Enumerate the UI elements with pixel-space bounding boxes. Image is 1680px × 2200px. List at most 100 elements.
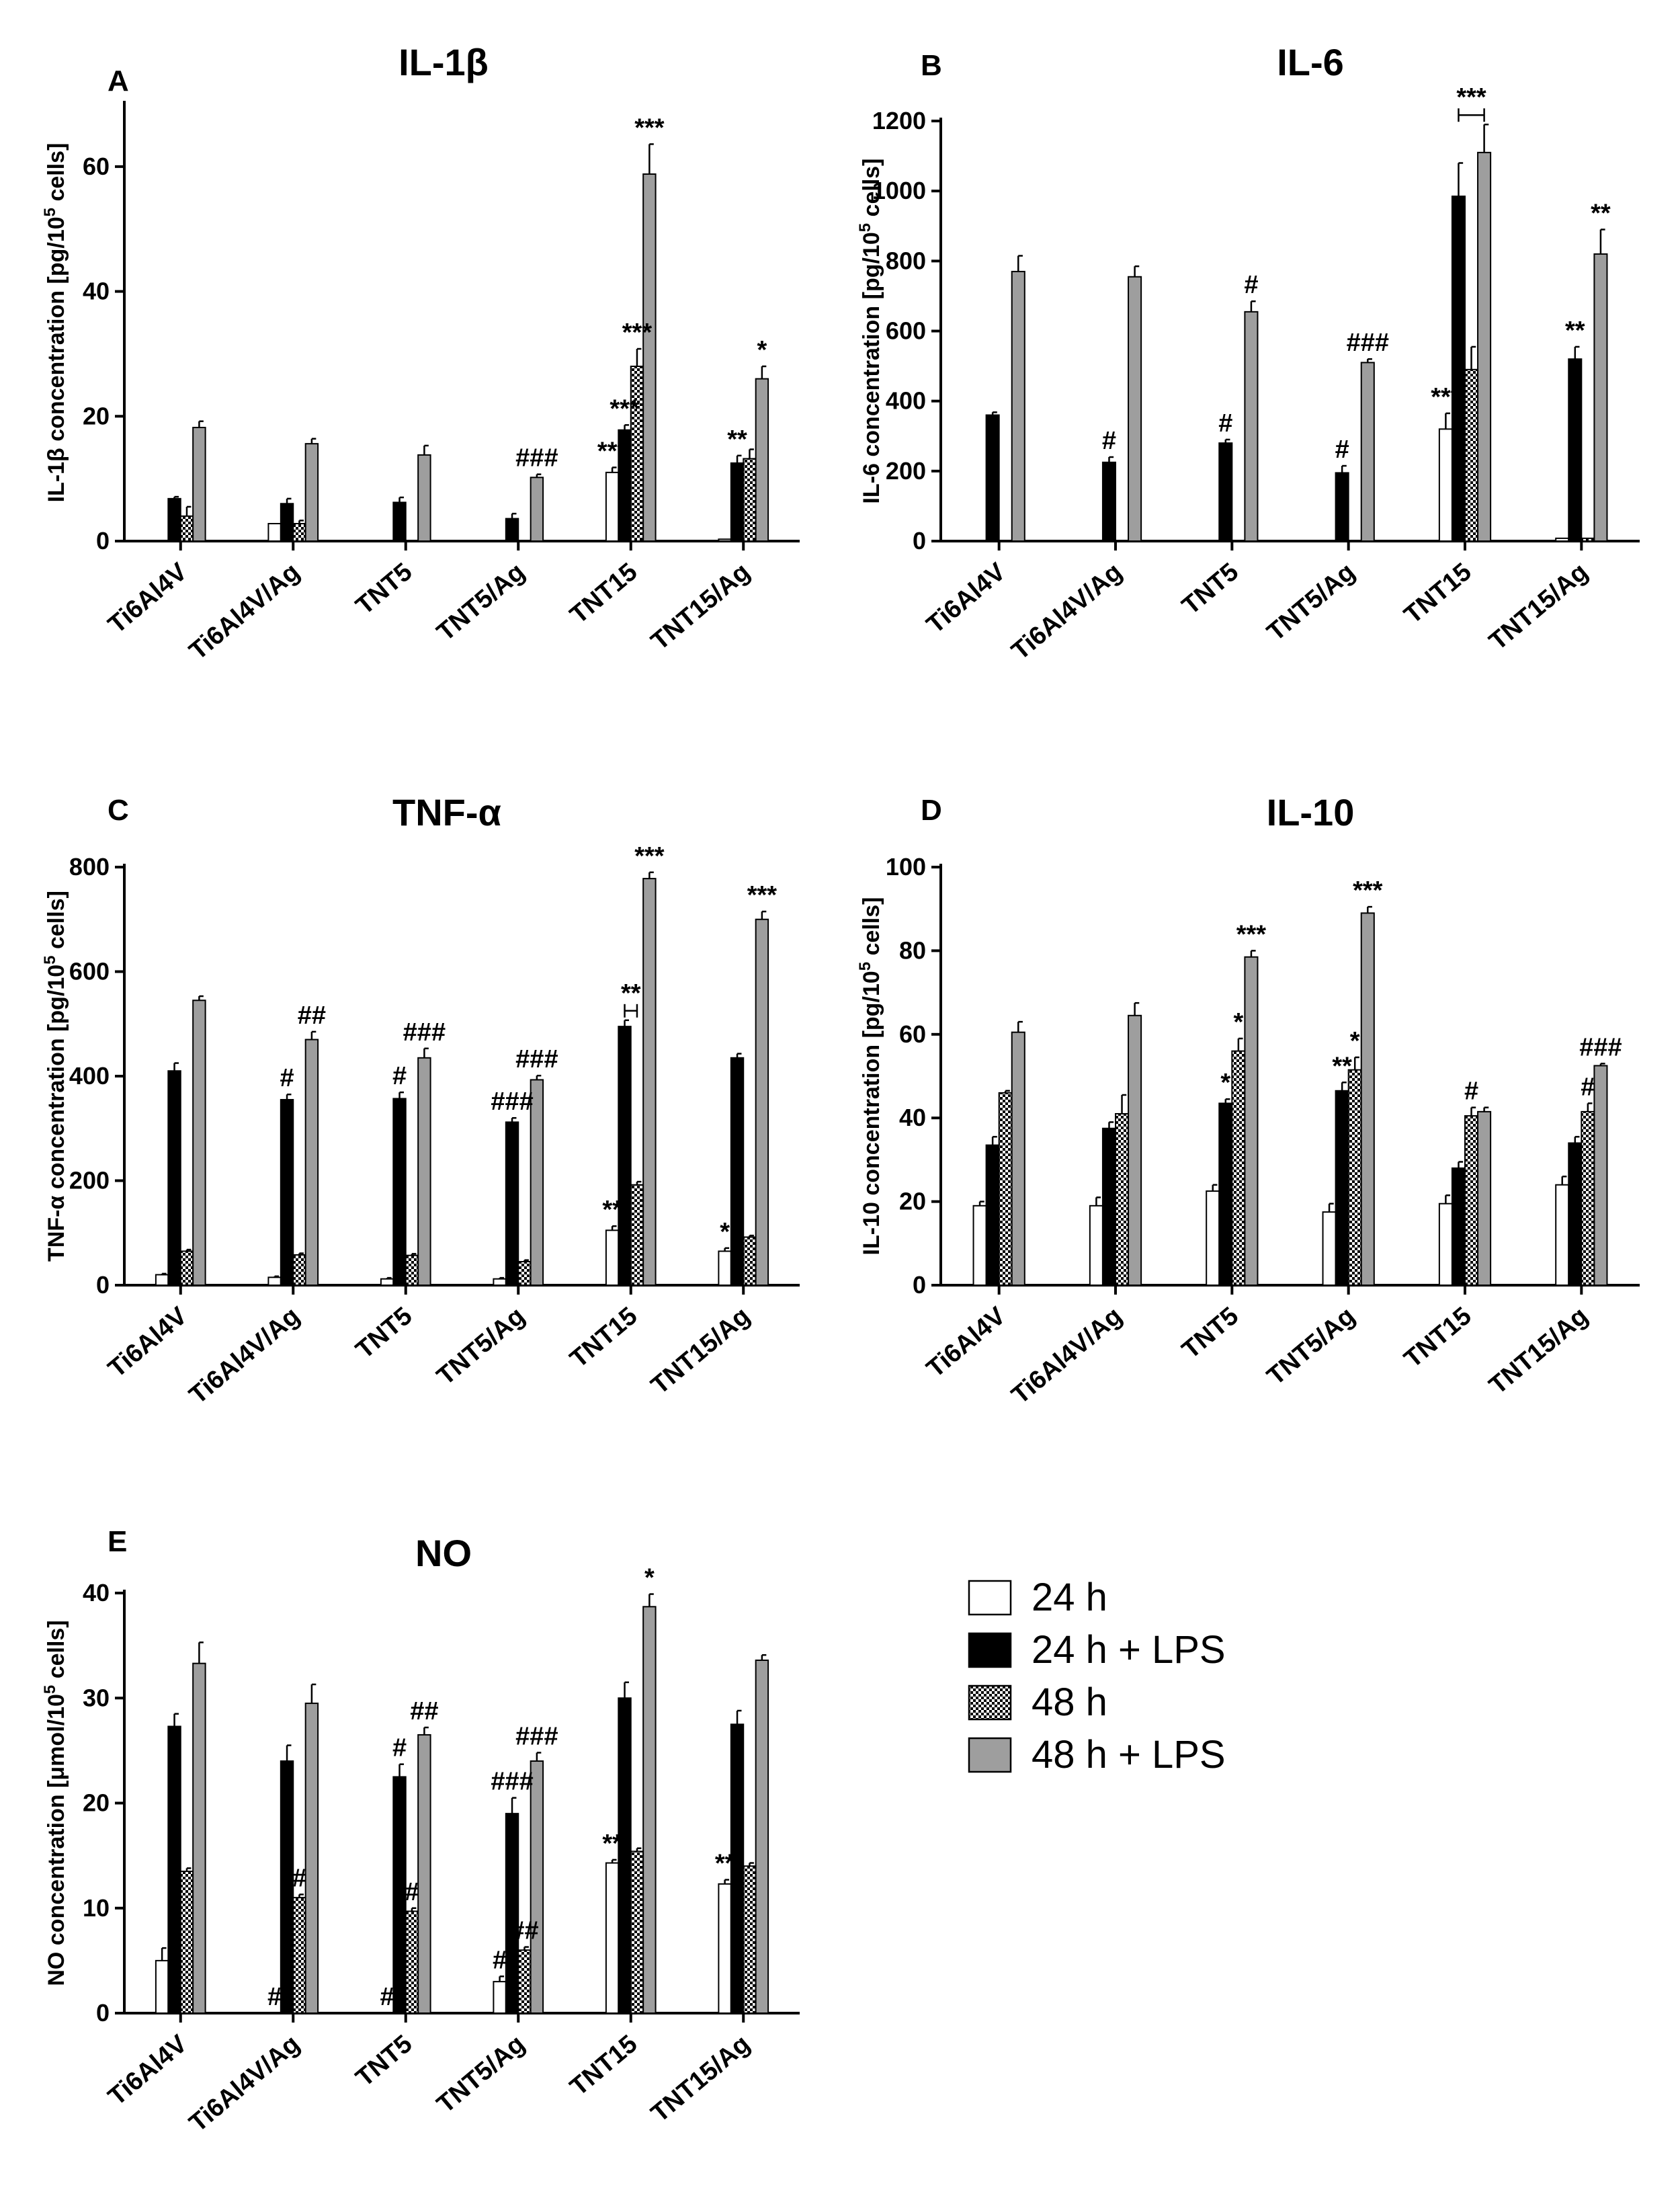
bar — [179, 515, 194, 542]
y-tick-label: 800 — [69, 853, 110, 881]
significance-mark: *** — [1456, 83, 1486, 112]
significance-mark: # — [1464, 1077, 1478, 1106]
bar — [392, 501, 407, 542]
significance-mark: * — [757, 336, 767, 364]
y-axis-label: NO concentration [μmol/105 cells] — [41, 1620, 70, 1986]
bar — [642, 173, 657, 542]
significance-mark: ### — [515, 444, 558, 473]
y-tick-label: 10 — [83, 1894, 110, 1922]
legend-label: 48 h — [1032, 1680, 1107, 1724]
x-category-label: TNT15 — [565, 558, 643, 630]
bar — [1347, 1069, 1362, 1287]
significance-mark: ## — [510, 1917, 538, 1945]
panel-title: IL-10 — [1267, 791, 1355, 833]
significance-mark: * — [644, 1564, 655, 1592]
significance-mark: ** — [1591, 199, 1611, 227]
legend-swatch — [968, 1580, 1012, 1616]
bar — [1593, 1065, 1608, 1286]
x-category-label: TNT5 — [351, 558, 418, 620]
bar — [605, 1862, 620, 2014]
significance-mark: ## — [298, 1002, 326, 1030]
y-tick-label: 400 — [69, 1062, 110, 1090]
panel-a: A IL-1β IL-1β concentration [pg/105 cells]… — [41, 41, 800, 665]
x-category-label: Ti6Al4V/Ag — [184, 1302, 305, 1410]
significance-mark: *** — [634, 842, 665, 870]
x-category-label: TNT5 — [1177, 558, 1244, 620]
significance-mark: # — [267, 1983, 282, 2011]
bar — [730, 1057, 745, 1286]
bar — [1438, 428, 1453, 542]
bar — [1568, 1142, 1583, 1287]
significance-mark: ### — [515, 1723, 558, 1751]
x-category-label: TNT15 — [565, 2030, 643, 2102]
bar — [530, 1760, 544, 2014]
panel-letter: E — [108, 1525, 127, 1558]
x-category-label: TNT15 — [565, 1302, 643, 1374]
bar — [1593, 253, 1608, 542]
bar — [618, 1026, 632, 1286]
legend-label: 24 h — [1032, 1576, 1107, 1619]
x-category-label: TNT5/Ag — [1262, 558, 1361, 647]
significance-mark: * — [720, 1218, 730, 1246]
y-tick-label: 40 — [83, 1579, 110, 1606]
bar — [985, 414, 1000, 542]
bar — [517, 1949, 532, 2014]
significance-mark: # — [493, 1946, 507, 1974]
bar — [1464, 368, 1479, 542]
bar — [642, 878, 657, 1286]
legend-swatch — [968, 1632, 1012, 1668]
bar — [380, 1278, 394, 1287]
bar — [1089, 1205, 1103, 1286]
panel-b: B IL-6 IL-6 concentration [pg/105 cells] 0 2… — [856, 41, 1640, 665]
panel-letter: C — [108, 794, 129, 827]
x-category-label: Ti6Al4V — [921, 557, 1011, 639]
bar — [730, 462, 745, 542]
x-category-label: TNT5/Ag — [431, 558, 530, 647]
significance-mark: *** — [597, 437, 628, 465]
x-category-label: Ti6Al4V/Ag — [1007, 1302, 1128, 1410]
bar — [1451, 195, 1466, 542]
bar — [167, 1725, 181, 2014]
significance-mark: ### — [1579, 1033, 1622, 1061]
legend-swatch — [968, 1737, 1012, 1773]
legend-swatch — [968, 1684, 1012, 1721]
significance-mark: ** — [715, 1850, 735, 1878]
bar — [505, 518, 519, 542]
bar — [292, 1897, 306, 2014]
x-category-label: TNT5 — [351, 1302, 418, 1364]
y-tick-label: 80 — [899, 936, 926, 964]
bar — [517, 1261, 532, 1286]
bar — [1477, 1110, 1492, 1286]
bar — [292, 1254, 306, 1287]
bar — [417, 1057, 431, 1286]
y-tick-label: 0 — [96, 1999, 110, 2027]
significance-mark: # — [280, 1064, 294, 1092]
y-tick-label: 200 — [69, 1167, 110, 1194]
y-tick-label: 20 — [83, 402, 110, 430]
bar — [405, 1254, 419, 1286]
bar — [1555, 537, 1570, 542]
significance-mark: ### — [1347, 329, 1389, 357]
significance-mark: ** — [727, 425, 747, 454]
x-category-label: Ti6Al4V — [103, 557, 193, 639]
bar — [605, 471, 620, 542]
bar — [718, 1883, 732, 2014]
significance-mark: # — [1581, 1073, 1595, 1101]
x-category-label: TNT15 — [1399, 1302, 1477, 1374]
bar — [1477, 151, 1492, 542]
significance-mark: ### — [491, 1768, 533, 1796]
y-tick-label: 100 — [886, 853, 926, 881]
y-tick-label: 400 — [886, 387, 926, 415]
bar — [292, 523, 306, 542]
bar — [1218, 442, 1233, 542]
x-category-label: TNT5/Ag — [1262, 1302, 1361, 1391]
bar — [304, 1703, 319, 2014]
significance-mark: *** — [610, 395, 640, 423]
bar — [1231, 1050, 1246, 1287]
panel-c: C TNF-α TNF-α concentration [pg/105 cells]… — [41, 791, 800, 1410]
bar — [179, 1250, 194, 1287]
bar — [1011, 270, 1025, 542]
y-tick-label: 30 — [83, 1684, 110, 1711]
